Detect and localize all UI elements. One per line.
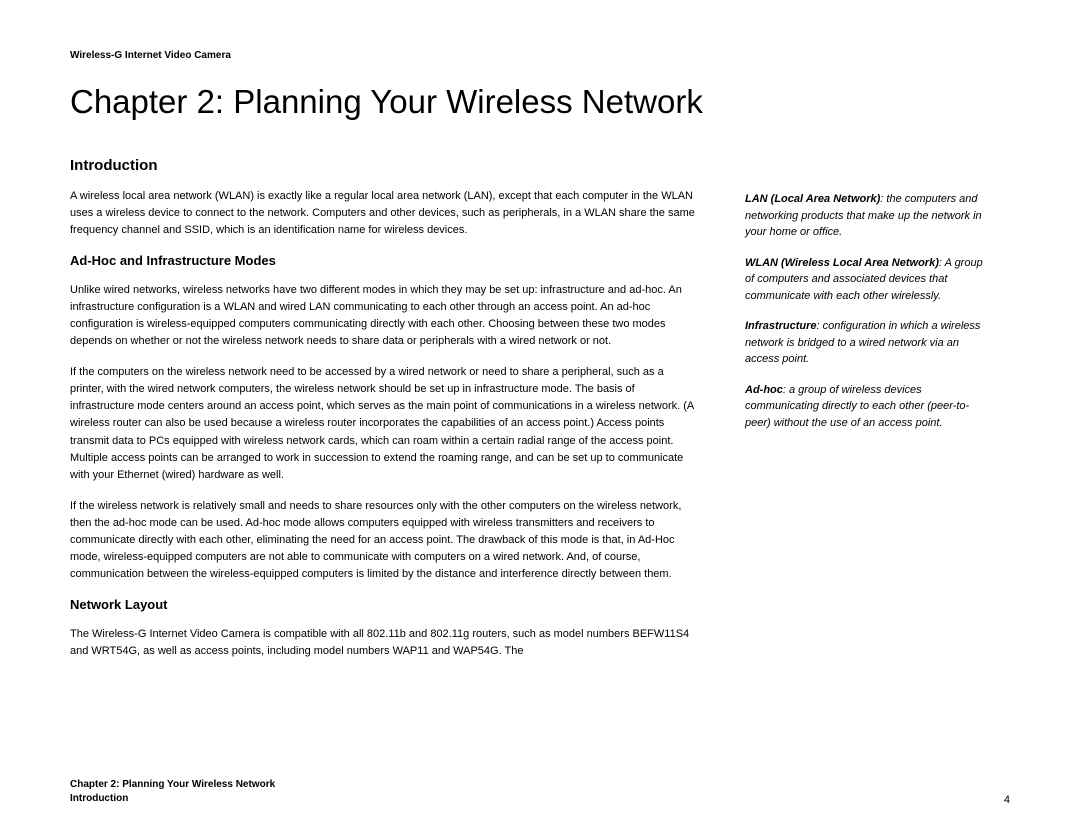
footer-chapter-label: Chapter 2: Planning Your Wireless Networ… [70, 778, 275, 792]
glossary-term: LAN (Local Area Network) [745, 193, 880, 205]
paragraph: If the computers on the wireless network… [70, 364, 695, 483]
content-wrapper: Introduction A wireless local area netwo… [70, 151, 1010, 674]
glossary-term: Ad-hoc [745, 384, 783, 396]
paragraph: A wireless local area network (WLAN) is … [70, 188, 695, 239]
page-number: 4 [1004, 794, 1010, 806]
main-column: Introduction A wireless local area netwo… [70, 151, 695, 674]
section-heading-network-layout: Network Layout [70, 597, 695, 612]
footer-section-label: Introduction [70, 792, 275, 806]
footer-left: Chapter 2: Planning Your Wireless Networ… [70, 778, 275, 806]
glossary-infrastructure: Infrastructure: configuration in which a… [745, 318, 985, 368]
page-footer: Chapter 2: Planning Your Wireless Networ… [70, 778, 1010, 806]
section-heading-adhoc: Ad-Hoc and Infrastructure Modes [70, 253, 695, 268]
section-heading-introduction: Introduction [70, 157, 695, 174]
glossary-term: WLAN (Wireless Local Area Network) [745, 257, 939, 269]
chapter-title: Chapter 2: Planning Your Wireless Networ… [70, 83, 1010, 121]
sidebar-column: LAN (Local Area Network): the computers … [745, 151, 985, 674]
paragraph: Unlike wired networks, wireless networks… [70, 282, 695, 350]
glossary-lan: LAN (Local Area Network): the computers … [745, 191, 985, 241]
paragraph: The Wireless-G Internet Video Camera is … [70, 626, 695, 660]
glossary-adhoc: Ad-hoc: a group of wireless devices comm… [745, 382, 985, 432]
document-header: Wireless-G Internet Video Camera [70, 50, 1010, 61]
paragraph: If the wireless network is relatively sm… [70, 498, 695, 583]
glossary-term: Infrastructure [745, 320, 817, 332]
glossary-wlan: WLAN (Wireless Local Area Network): A gr… [745, 255, 985, 305]
